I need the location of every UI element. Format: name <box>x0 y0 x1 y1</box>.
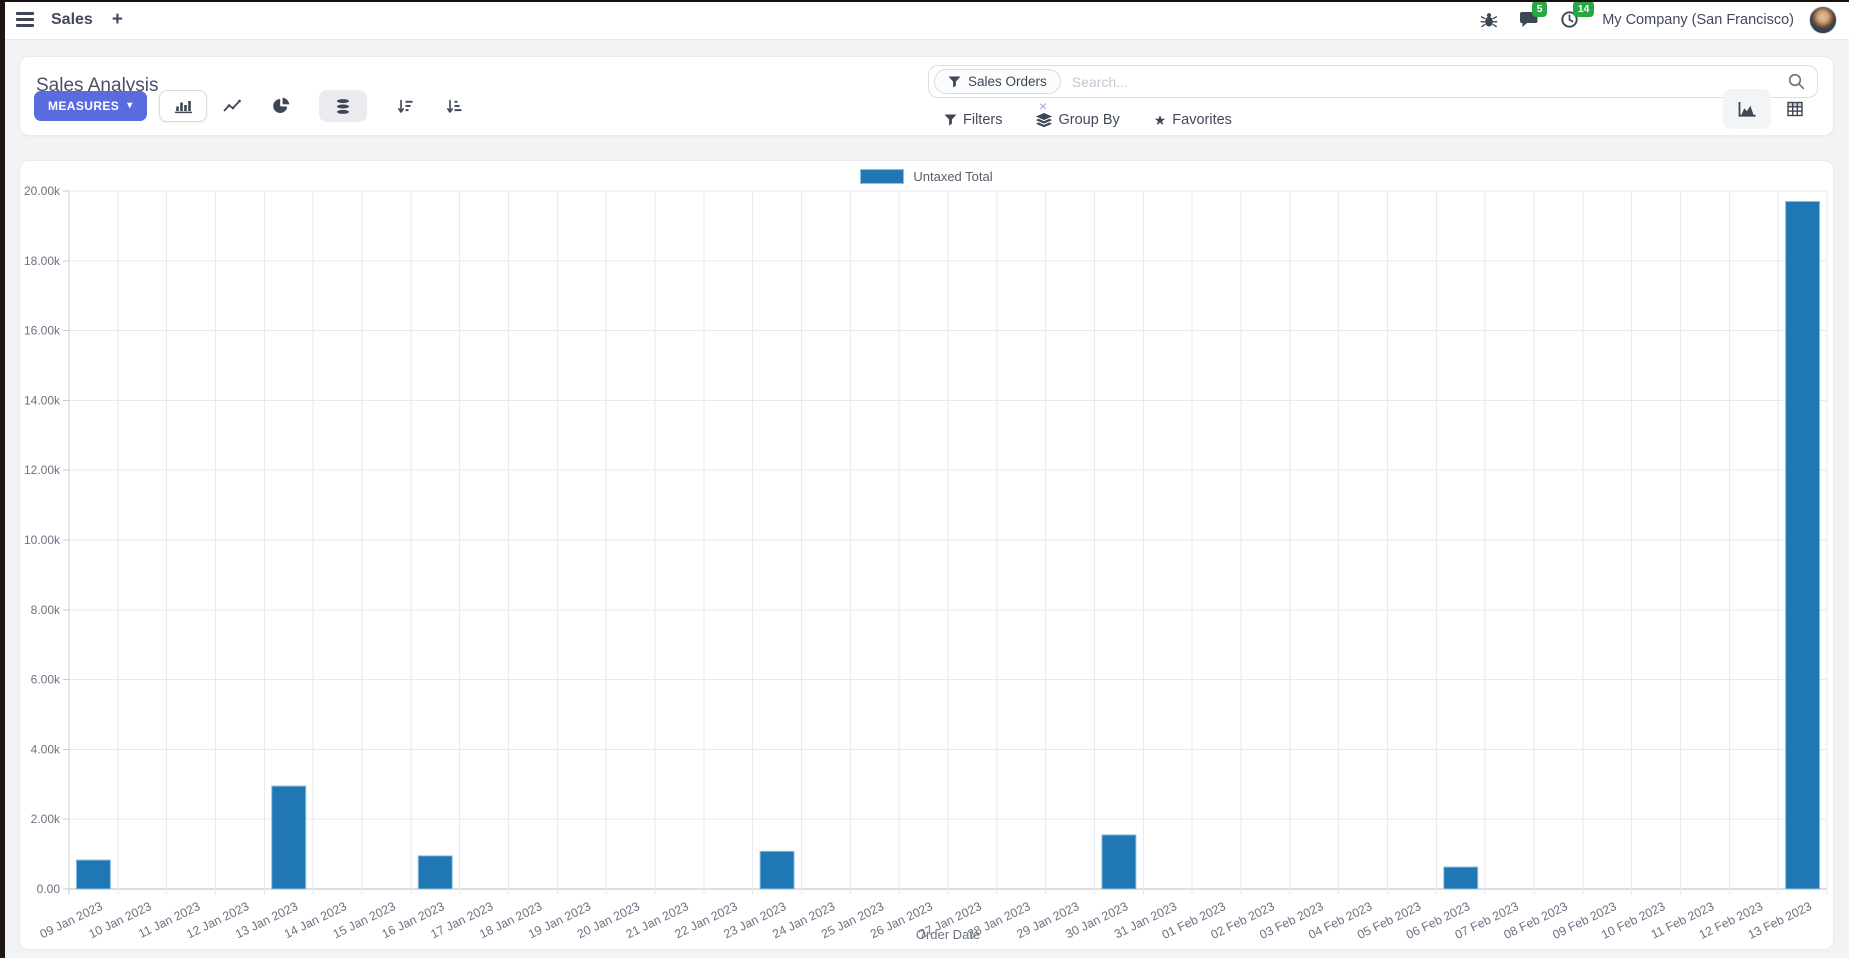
y-tick-label: 8.00k <box>31 603 61 617</box>
y-tick-label: 4.00k <box>31 742 61 756</box>
new-record-plus-button[interactable]: + <box>108 10 127 29</box>
pivot-table-icon <box>1787 101 1803 117</box>
sort-descending-icon <box>397 99 413 113</box>
favorites-label: Favorites <box>1172 112 1232 128</box>
company-switcher[interactable]: My Company (San Francisco) <box>1602 11 1794 28</box>
area-chart-icon <box>1738 101 1756 117</box>
chart-area: Untaxed Total 0.00 2.00k 4.00k 6.00k 8.00k 10… <box>19 160 1834 950</box>
measures-label: MEASURES <box>48 99 120 113</box>
chart-grid: 0.00 2.00k 4.00k 6.00k 8.00k 10.00k 12.00k 14.0… <box>24 184 1828 896</box>
screenshot-left-edge <box>0 0 5 958</box>
group-by-label: Group By <box>1058 112 1120 128</box>
bar-23-jan-2023[interactable] <box>759 850 795 890</box>
filter-funnel-icon <box>944 114 957 126</box>
chart-legend[interactable]: Untaxed Total <box>20 169 1833 184</box>
star-icon: ★ <box>1153 112 1167 128</box>
search-submit-button[interactable] <box>1786 71 1807 92</box>
debug-bug-button[interactable] <box>1474 7 1504 33</box>
line-chart-icon <box>222 99 241 112</box>
navbar-right: 5 14 My Company (San Francisco) <box>1474 1 1837 34</box>
screenshot-top-edge <box>0 0 1849 2</box>
y-tick-label: 16.00k <box>24 324 61 338</box>
stacked-icon <box>335 97 350 115</box>
apps-menu-button[interactable] <box>14 8 36 31</box>
sort-ascending-button[interactable] <box>430 90 478 122</box>
pivot-view-button[interactable] <box>1771 89 1819 129</box>
y-tick-label: 10.00k <box>24 533 61 547</box>
pie-chart-icon <box>272 97 289 113</box>
sort-ascending-icon <box>446 99 462 113</box>
bug-icon <box>1480 12 1498 27</box>
control-panel: Sales Analysis MEASURES ▾ <box>19 56 1834 136</box>
page-title: Sales Analysis <box>36 74 159 96</box>
pie-chart-button[interactable] <box>257 90 305 122</box>
app-name-menu[interactable]: Sales <box>51 10 93 28</box>
graph-toolbar: MEASURES ▾ <box>34 90 478 122</box>
y-tick-label: 18.00k <box>24 254 61 268</box>
sort-descending-button[interactable] <box>381 90 429 122</box>
filter-funnel-icon <box>948 75 961 88</box>
menu-icon <box>16 12 34 15</box>
filters-button[interactable]: Filters <box>944 112 1002 128</box>
graph-view-button[interactable] <box>1723 89 1771 129</box>
chart-svg: 0.00 2.00k 4.00k 6.00k 8.00k 10.00k 12.00k 14.0… <box>24 184 1828 942</box>
measures-button[interactable]: MEASURES ▾ <box>34 91 147 121</box>
layers-icon <box>1036 112 1053 127</box>
bar-13-jan-2023[interactable] <box>271 785 307 890</box>
bar-chart-icon <box>174 101 192 114</box>
search-facet-label: Sales Orders <box>968 74 1047 89</box>
favorites-button[interactable]: ★ Favorites <box>1154 112 1232 128</box>
messages-button[interactable]: 5 <box>1513 1 1548 33</box>
search-icon <box>1788 73 1805 90</box>
group-by-button[interactable]: Group By <box>1036 112 1120 128</box>
messages-count-badge: 5 <box>1532 1 1548 18</box>
view-switcher <box>1723 89 1819 129</box>
legend-label: Untaxed Total <box>913 169 993 184</box>
bar-06-feb-2023[interactable] <box>1443 866 1479 890</box>
search-input[interactable] <box>1069 72 1777 91</box>
x-axis-title: Order Date <box>916 927 980 942</box>
y-tick-label: 12.00k <box>24 463 61 477</box>
stacked-toggle-button[interactable] <box>318 90 367 122</box>
y-tick-label: 6.00k <box>31 673 61 687</box>
chart-type-group <box>158 90 478 122</box>
bar-chart-button[interactable] <box>158 90 207 122</box>
bar-16-jan-2023[interactable] <box>417 855 453 890</box>
y-tick-label: 20.00k <box>24 184 61 198</box>
user-avatar[interactable] <box>1809 5 1837 34</box>
search-options-row: Filters Group By ★ Favorites <box>944 108 1232 132</box>
filters-label: Filters <box>963 112 1003 128</box>
y-tick-label: 0.00 <box>37 882 61 896</box>
activities-count-badge: 14 <box>1573 1 1594 18</box>
bar-30-jan-2023[interactable] <box>1101 834 1137 890</box>
bar-13-feb-2023[interactable] <box>1785 200 1821 890</box>
activities-button[interactable]: 14 <box>1554 1 1594 33</box>
chevron-down-icon: ▾ <box>127 100 133 111</box>
y-tick-label: 2.00k <box>31 812 61 826</box>
chart-bars <box>75 200 1821 890</box>
facet-remove-button[interactable]: × <box>1039 98 1048 114</box>
legend-swatch <box>860 169 905 184</box>
y-tick-label: 14.00k <box>24 393 61 407</box>
search-bar[interactable]: Sales Orders <box>928 65 1818 98</box>
line-chart-button[interactable] <box>208 90 256 122</box>
navbar-left: Sales + <box>14 8 127 31</box>
bar-09-jan-2023[interactable] <box>75 859 111 890</box>
clock-icon <box>1561 11 1578 28</box>
search-facet-sales-orders[interactable]: Sales Orders <box>934 69 1061 94</box>
top-navbar: Sales + 5 14 <box>0 0 1849 40</box>
